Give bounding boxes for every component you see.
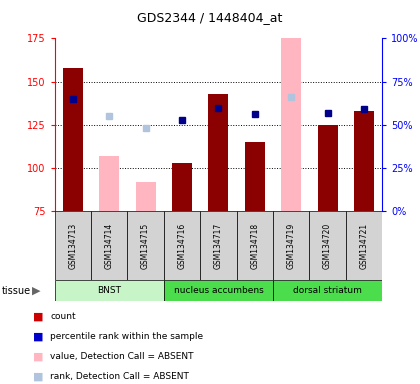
Text: GSM134714: GSM134714 (105, 223, 114, 269)
Text: value, Detection Call = ABSENT: value, Detection Call = ABSENT (50, 352, 194, 361)
Bar (245, 142, 265, 211)
Text: ■: ■ (33, 371, 43, 381)
Text: ▶: ▶ (32, 286, 40, 296)
FancyBboxPatch shape (273, 211, 310, 280)
Bar (281, 38, 301, 211)
FancyBboxPatch shape (310, 211, 346, 280)
FancyBboxPatch shape (164, 280, 273, 301)
FancyBboxPatch shape (236, 211, 273, 280)
Text: GSM134719: GSM134719 (287, 223, 296, 269)
Text: GSM134721: GSM134721 (360, 223, 368, 269)
FancyBboxPatch shape (164, 211, 200, 280)
FancyBboxPatch shape (200, 211, 236, 280)
Text: GSM134718: GSM134718 (250, 223, 259, 269)
FancyBboxPatch shape (127, 211, 164, 280)
Text: tissue: tissue (2, 286, 31, 296)
Text: nucleus accumbens: nucleus accumbens (173, 286, 263, 295)
Text: percentile rank within the sample: percentile rank within the sample (50, 332, 204, 341)
Text: GSM134717: GSM134717 (214, 223, 223, 269)
Text: ■: ■ (33, 331, 43, 341)
FancyBboxPatch shape (273, 280, 382, 301)
FancyBboxPatch shape (91, 211, 127, 280)
FancyBboxPatch shape (346, 211, 382, 280)
Text: ■: ■ (33, 351, 43, 361)
Text: rank, Detection Call = ABSENT: rank, Detection Call = ABSENT (50, 372, 189, 381)
Bar (354, 111, 374, 211)
Text: ■: ■ (33, 311, 43, 321)
FancyBboxPatch shape (55, 211, 91, 280)
Text: GSM134713: GSM134713 (68, 223, 77, 269)
Text: GSM134720: GSM134720 (323, 223, 332, 269)
Bar (63, 68, 83, 211)
Bar (99, 156, 119, 211)
Text: GSM134715: GSM134715 (141, 223, 150, 269)
Text: BNST: BNST (97, 286, 121, 295)
Text: count: count (50, 312, 76, 321)
Text: GSM134716: GSM134716 (178, 223, 186, 269)
Bar (318, 125, 338, 211)
Bar (208, 94, 228, 211)
Bar (136, 182, 155, 211)
Bar (172, 163, 192, 211)
Text: GDS2344 / 1448404_at: GDS2344 / 1448404_at (137, 12, 283, 25)
Text: dorsal striatum: dorsal striatum (293, 286, 362, 295)
FancyBboxPatch shape (55, 280, 164, 301)
